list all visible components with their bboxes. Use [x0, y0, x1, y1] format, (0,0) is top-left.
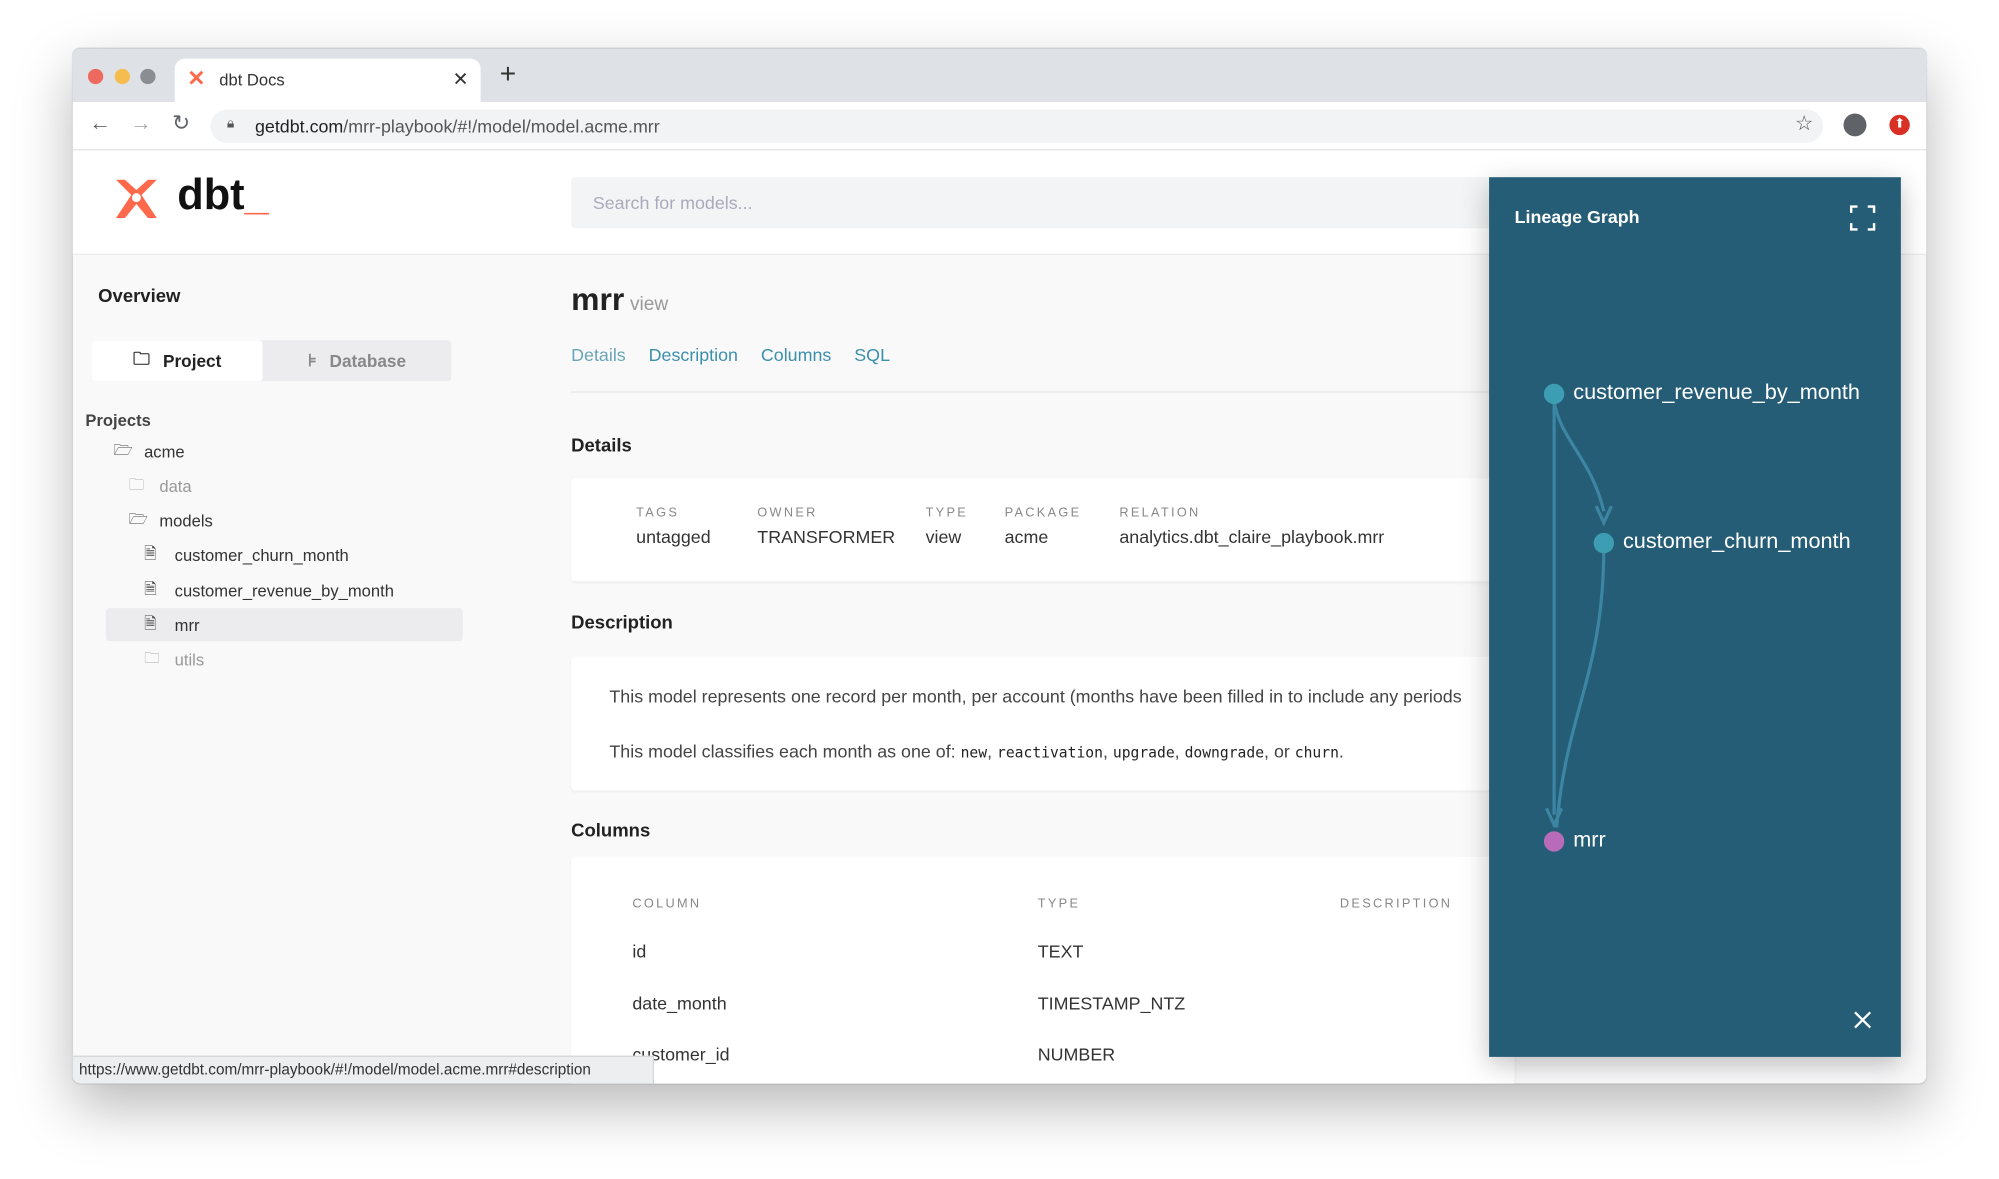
- tab-details[interactable]: Details: [571, 344, 626, 365]
- search-placeholder: Search for models...: [592, 192, 753, 213]
- folder-icon: 🗀: [128, 475, 145, 494]
- model-tabs: Details Description Columns SQL: [571, 344, 913, 367]
- minimize-window-button[interactable]: [114, 68, 131, 85]
- lineage-node-dot: [1543, 831, 1565, 852]
- search-input[interactable]: Search for models...: [571, 177, 1541, 229]
- divider: [571, 391, 1515, 393]
- browser-tab[interactable]: ✕ dbt Docs ✕: [174, 58, 481, 102]
- tab-description[interactable]: Description: [648, 344, 738, 365]
- model-title: mrr view: [571, 281, 669, 318]
- description-text-1: This model represents one record per mon…: [609, 685, 1462, 707]
- column-header-description: DESCRIPTION: [1339, 897, 1453, 912]
- back-icon[interactable]: ←: [89, 110, 111, 136]
- details-heading: Details: [571, 436, 632, 457]
- folder-open-icon: 🗁: [128, 510, 148, 528]
- detail-owner: OWNER TRANSFORMER: [757, 506, 896, 547]
- detail-package: PACKAGE acme: [1004, 506, 1082, 547]
- sidebar-item-utils[interactable]: 🗀 utils: [106, 644, 463, 677]
- url-text: getdbt.com/mrr-playbook/#!/model/model.a…: [254, 116, 660, 137]
- description-text-2: This model classifies each month as one …: [609, 740, 1344, 762]
- dbt-logo-icon: [116, 179, 157, 219]
- table-row-type: TIMESTAMP_NTZ: [1037, 993, 1186, 1014]
- lineage-node-label[interactable]: customer_revenue_by_month: [1573, 379, 1860, 405]
- details-card: TAGS untagged OWNER TRANSFORMER TYPE view P…: [571, 478, 1515, 582]
- table-row-name[interactable]: customer_id: [632, 1044, 730, 1065]
- sidebar-item-customer-churn-month[interactable]: 🗎 customer_churn_month: [106, 539, 463, 572]
- close-tab-icon[interactable]: ✕: [452, 68, 469, 91]
- table-row-name[interactable]: date_month: [632, 993, 727, 1014]
- lineage-node-label[interactable]: customer_churn_month: [1622, 529, 1851, 554]
- sidebar-item-label: customer_revenue_by_month: [174, 580, 394, 601]
- column-header-type: TYPE: [1037, 897, 1081, 912]
- columns-table: COLUMN TYPE DESCRIPTION id TEXT date_mon…: [571, 856, 1515, 1084]
- browser-window: ✕ dbt Docs ✕ + ← → ↻ 🔒︎ getdbt.com/mrr-p…: [72, 48, 1927, 1084]
- sidebar-item-customer-revenue-by-month[interactable]: 🗎 customer_revenue_by_month: [106, 574, 463, 607]
- tab-bar: ✕ dbt Docs ✕ +: [72, 48, 1927, 102]
- file-icon: 🗎: [144, 614, 157, 633]
- account-icon[interactable]: [1843, 113, 1867, 137]
- description-heading: Description: [571, 613, 673, 634]
- lineage-title: Lineage Graph: [1514, 206, 1640, 227]
- folder-icon: 🗀: [144, 649, 160, 668]
- column-header-column: COLUMN: [632, 897, 702, 912]
- dbt-logo-text: dbt_: [177, 170, 269, 220]
- new-tab-icon[interactable]: +: [499, 57, 517, 90]
- file-icon: 🗎: [144, 579, 157, 598]
- sidebar-item-label: customer_churn_month: [174, 546, 349, 566]
- sidebar-item-mrr[interactable]: 🗎 mrr: [105, 608, 463, 642]
- forward-icon[interactable]: →: [130, 110, 152, 136]
- detail-relation: RELATION analytics.dbt_claire_playbook.mr…: [1119, 506, 1385, 547]
- sidebar-item-data[interactable]: 🗀 data: [106, 470, 448, 503]
- lineage-graph[interactable]: [1489, 177, 1901, 1057]
- folder-icon: 🗀: [133, 348, 151, 368]
- sidebar-item-label: utils: [174, 650, 205, 670]
- tab-title: dbt Docs: [219, 70, 285, 90]
- tree-icon: ⊧: [307, 350, 317, 370]
- maximize-window-button[interactable]: [140, 68, 156, 85]
- lineage-node-dot: [1543, 383, 1565, 405]
- database-toggle-button[interactable]: ⊧ Database: [307, 350, 407, 371]
- address-bar[interactable]: 🔒︎ getdbt.com/mrr-playbook/#!/model/mode…: [210, 109, 1824, 143]
- detail-tags: TAGS untagged: [636, 506, 711, 547]
- project-database-toggle: 🗀 Project ⊧ Database: [91, 340, 452, 382]
- lock-icon: 🔒︎: [226, 116, 235, 132]
- folder-open-icon: 🗁: [113, 440, 133, 459]
- table-row-type: TEXT: [1037, 940, 1084, 962]
- lineage-node-label[interactable]: mrr: [1573, 827, 1606, 852]
- sidebar-item-models[interactable]: 🗁 models: [106, 504, 448, 537]
- tab-sql[interactable]: SQL: [854, 344, 890, 365]
- sidebar-item-label: acme: [144, 441, 185, 461]
- status-bar-url: https://www.getdbt.com/mrr-playbook/#!/m…: [72, 1055, 655, 1084]
- description-card: This model represents one record per mon…: [571, 656, 1515, 791]
- project-toggle-button[interactable]: 🗀 Project: [91, 340, 263, 382]
- file-icon: 🗎: [144, 544, 157, 563]
- project-tree: 🗁 acme 🗀 data 🗁 models 🗎 customer_churn_month 🗎 c…: [98, 435, 468, 679]
- tab-columns[interactable]: Columns: [760, 344, 832, 365]
- fullscreen-icon[interactable]: [1849, 205, 1876, 231]
- overview-link[interactable]: Overview: [98, 286, 181, 308]
- sidebar-item-label: data: [159, 476, 192, 496]
- close-window-button[interactable]: [87, 68, 104, 85]
- lineage-graph-panel: Lineage Graph customer_revenue_by_month …: [1489, 177, 1901, 1057]
- table-row-type: NUMBER: [1037, 1044, 1116, 1065]
- columns-heading: Columns: [571, 821, 651, 842]
- close-icon[interactable]: [1852, 1010, 1872, 1030]
- detail-type: TYPE view: [925, 506, 969, 547]
- sidebar-item-label: models: [159, 511, 213, 531]
- bookmark-star-icon[interactable]: ☆: [1795, 113, 1814, 136]
- browser-toolbar: ← → ↻ 🔒︎ getdbt.com/mrr-playbook/#!/mode…: [72, 101, 1927, 151]
- projects-label: Projects: [85, 410, 151, 430]
- sidebar-item-acme[interactable]: 🗁 acme: [106, 435, 432, 468]
- update-icon[interactable]: ⬆: [1889, 114, 1910, 136]
- lineage-node-dot: [1593, 532, 1615, 554]
- reload-icon[interactable]: ↻: [172, 110, 191, 136]
- table-row-name[interactable]: id: [632, 940, 647, 962]
- sidebar-item-label: mrr: [174, 615, 200, 635]
- dbt-favicon-icon: ✕: [187, 66, 206, 91]
